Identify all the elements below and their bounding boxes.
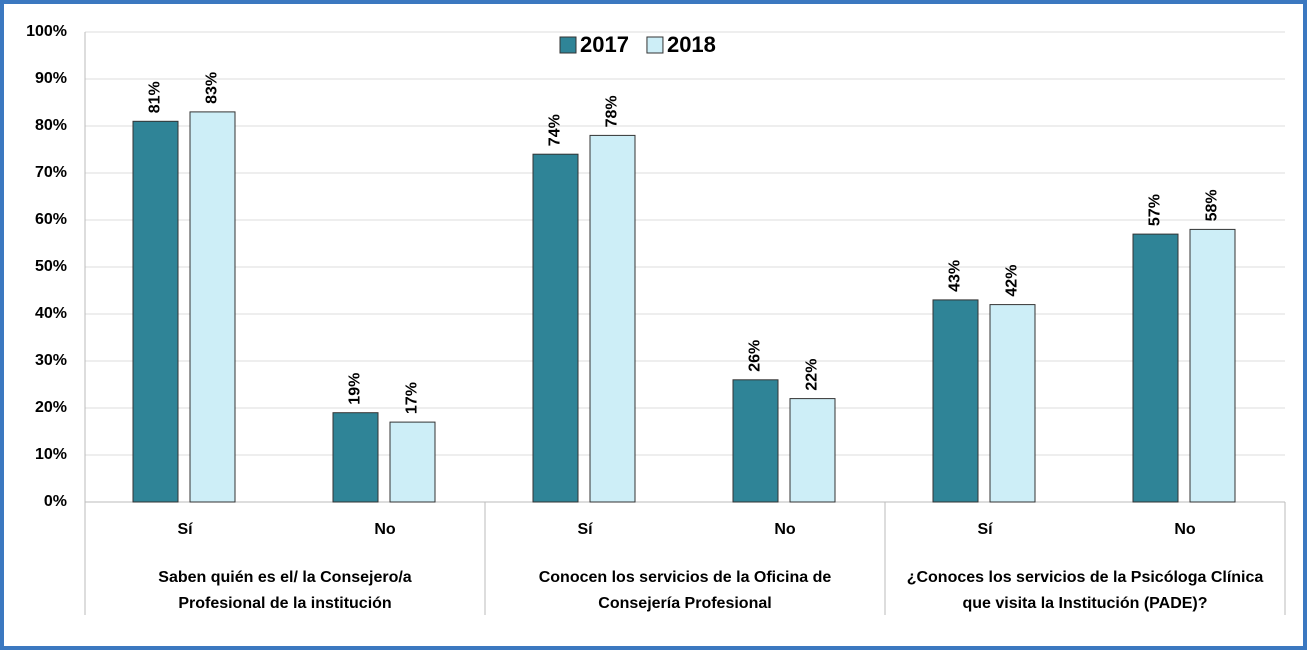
bar xyxy=(132,120,179,503)
group-label: que visita la Institución (PADE)? xyxy=(962,595,1207,612)
data-label: 43% xyxy=(947,260,964,292)
bar xyxy=(589,134,636,503)
group-label: Saben quién es el/ la Consejero/a xyxy=(158,569,412,586)
data-label: 22% xyxy=(804,359,821,391)
data-label: 81% xyxy=(147,81,164,113)
legend-swatch xyxy=(646,36,664,54)
bar xyxy=(932,299,979,503)
legend-label: 2018 xyxy=(667,32,716,57)
y-tick-label: 80% xyxy=(35,117,67,134)
group-label: Consejería Profesional xyxy=(598,595,771,612)
bar xyxy=(1189,228,1236,503)
data-label: 19% xyxy=(347,373,364,405)
x-tick-label: No xyxy=(374,521,396,538)
y-tick-label: 10% xyxy=(35,446,67,463)
data-label: 57% xyxy=(1147,194,1164,226)
y-tick-label: 30% xyxy=(35,352,67,369)
data-label: 17% xyxy=(404,382,421,414)
group-label: Conocen los servicios de la Oficina de xyxy=(539,569,832,586)
data-label: 78% xyxy=(604,95,621,127)
data-label: 83% xyxy=(204,72,221,104)
y-tick-label: 20% xyxy=(35,399,67,416)
y-tick-label: 90% xyxy=(35,70,67,87)
x-tick-label: Sí xyxy=(977,521,993,538)
bar xyxy=(732,379,779,503)
legend-label: 2017 xyxy=(580,32,629,57)
y-tick-label: 50% xyxy=(35,258,67,275)
bar xyxy=(389,421,436,503)
y-tick-label: 60% xyxy=(35,211,67,228)
bar xyxy=(332,412,379,503)
x-tick-label: Sí xyxy=(577,521,593,538)
data-label: 26% xyxy=(747,340,764,372)
legend-swatch xyxy=(559,36,577,54)
data-label: 74% xyxy=(547,114,564,146)
bar xyxy=(1132,233,1179,503)
data-label: 58% xyxy=(1204,189,1221,221)
y-tick-label: 40% xyxy=(35,305,67,322)
bar xyxy=(532,153,579,503)
bar xyxy=(189,111,236,503)
x-tick-label: Sí xyxy=(177,521,193,538)
y-tick-label: 100% xyxy=(26,23,67,40)
bar xyxy=(789,398,836,503)
y-tick-label: 0% xyxy=(44,493,67,510)
x-tick-label: No xyxy=(1174,521,1196,538)
data-label: 42% xyxy=(1004,265,1021,297)
group-label: Profesional de la institución xyxy=(178,595,391,612)
x-tick-label: No xyxy=(774,521,796,538)
bar xyxy=(989,304,1036,503)
group-label: ¿Conoces los servicios de la Psicóloga C… xyxy=(907,569,1264,586)
y-tick-label: 70% xyxy=(35,164,67,181)
